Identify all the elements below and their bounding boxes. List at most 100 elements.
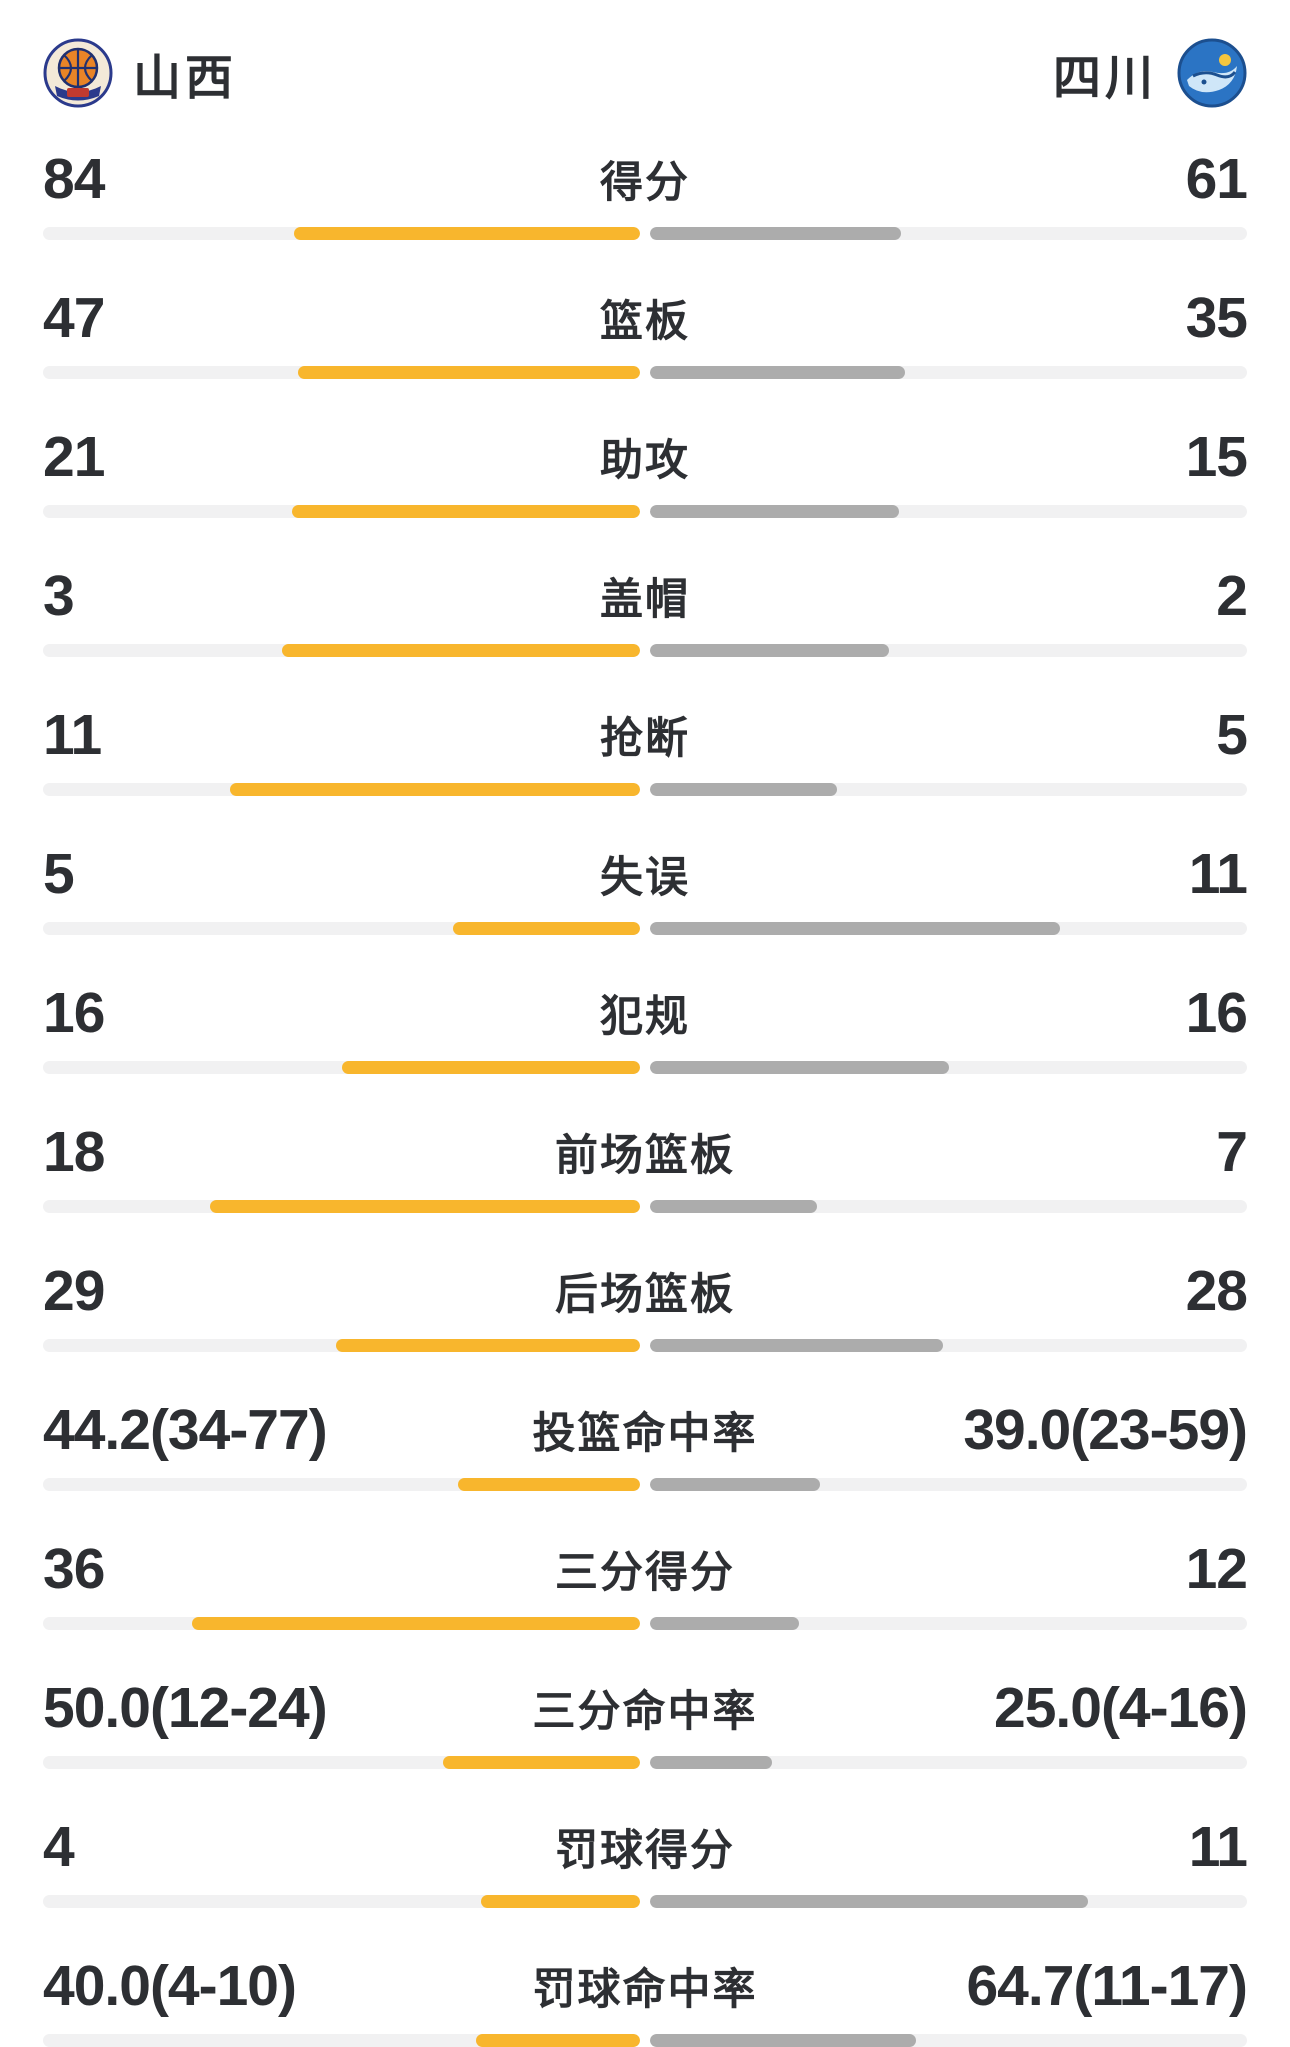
home-stat-value: 18 [43, 1120, 105, 1184]
away-bar-track [650, 2034, 1247, 2047]
home-bar-fill [475, 2034, 640, 2047]
home-bar-fill [229, 783, 640, 796]
stat-row: 40.0(4-10) 罚球命中率 64.7(11-17) [43, 1953, 1248, 2047]
stats-list: 84 得分 61 47 篮板 35 [43, 146, 1248, 2047]
away-bar-fill [650, 1339, 944, 1352]
away-bar-fill [650, 1895, 1089, 1908]
home-bar-fill [297, 366, 640, 379]
stat-values: 3 盖帽 2 [43, 563, 1248, 629]
away-bar-track [650, 1061, 1247, 1074]
away-stat-value: 28 [1185, 1259, 1248, 1323]
away-bar-track [650, 783, 1247, 796]
stat-label: 后场篮板 [555, 1271, 735, 1319]
stat-row: 18 前场篮板 7 [43, 1119, 1248, 1213]
stat-label: 助攻 [600, 437, 690, 485]
home-bar-fill [453, 922, 640, 935]
away-stat-value: 12 [1185, 1537, 1248, 1601]
away-stat-value: 64.7(11-17) [966, 1954, 1248, 2018]
away-bar-track [650, 366, 1247, 379]
home-stat-value: 3 [43, 564, 75, 628]
stat-values: 18 前场篮板 7 [43, 1119, 1248, 1185]
stat-comparison-bars [43, 1756, 1247, 1769]
stat-label: 得分 [600, 159, 690, 207]
away-bar-fill [650, 227, 902, 240]
home-bar-fill [294, 227, 640, 240]
away-bar-fill [650, 366, 905, 379]
home-bar-track [43, 922, 640, 935]
away-stat-value: 11 [1188, 842, 1248, 906]
home-stat-value: 11 [43, 703, 102, 767]
stat-label: 罚球得分 [555, 1827, 735, 1875]
away-bar-fill [650, 644, 889, 657]
away-stat-value: 15 [1185, 425, 1248, 489]
away-bar-track [650, 227, 1247, 240]
away-bar-fill [650, 1756, 773, 1769]
away-bar-fill [650, 1617, 800, 1630]
home-bar-fill [210, 1200, 640, 1213]
home-bar-track [43, 1200, 640, 1213]
away-stat-value: 2 [1216, 564, 1248, 628]
home-stat-value: 4 [43, 1815, 75, 1879]
stat-comparison-bars [43, 1617, 1247, 1630]
home-bar-fill [341, 1061, 640, 1074]
home-bar-fill [291, 505, 640, 518]
home-stat-value: 5 [43, 842, 75, 906]
home-bar-fill [336, 1339, 640, 1352]
stat-label: 前场篮板 [555, 1132, 735, 1180]
stat-label: 投篮命中率 [532, 1410, 758, 1458]
home-team-name: 山西 [133, 52, 238, 105]
home-stat-value: 50.0(12-24) [43, 1676, 328, 1740]
stat-values: 16 犯规 16 [43, 980, 1248, 1046]
stat-values: 36 三分得分 12 [43, 1536, 1248, 1602]
away-stat-value: 7 [1216, 1120, 1248, 1184]
home-bar-fill [457, 1478, 640, 1491]
away-bar-track [650, 1756, 1247, 1769]
stat-row: 4 罚球得分 11 [43, 1814, 1248, 1908]
stat-label: 三分命中率 [532, 1688, 758, 1736]
stat-comparison-bars [43, 227, 1247, 240]
home-stat-value: 44.2(34-77) [43, 1398, 328, 1462]
stat-values: 11 抢断 5 [43, 702, 1248, 768]
home-stat-value: 40.0(4-10) [43, 1954, 297, 2018]
away-stat-value: 11 [1188, 1815, 1248, 1879]
home-stat-value: 21 [43, 425, 105, 489]
stat-label: 盖帽 [600, 576, 690, 624]
home-stat-value: 47 [43, 286, 105, 350]
stat-row: 29 后场篮板 28 [43, 1258, 1248, 1352]
away-stat-value: 5 [1216, 703, 1248, 767]
away-bar-fill [650, 783, 837, 796]
away-bar-track [650, 1617, 1247, 1630]
away-stat-value: 16 [1185, 981, 1248, 1045]
away-stat-value: 61 [1185, 147, 1248, 211]
home-bar-track [43, 1339, 640, 1352]
away-team-name: 四川 [1052, 52, 1157, 105]
stat-comparison-bars [43, 2034, 1247, 2047]
stat-label: 失误 [600, 854, 690, 902]
away-bar-fill [650, 505, 899, 518]
away-bar-track [650, 1895, 1247, 1908]
stat-row: 16 犯规 16 [43, 980, 1248, 1074]
away-stat-value: 25.0(4-16) [994, 1676, 1248, 1740]
stat-comparison-bars [43, 1339, 1247, 1352]
home-bar-track [43, 1478, 640, 1491]
stat-values: 50.0(12-24) 三分命中率 25.0(4-16) [43, 1675, 1248, 1741]
away-bar-fill [650, 1061, 949, 1074]
home-bar-track [43, 1756, 640, 1769]
home-bar-track [43, 227, 640, 240]
stat-comparison-bars [43, 644, 1247, 657]
away-bar-track [650, 1478, 1247, 1491]
home-bar-track [43, 1895, 640, 1908]
home-bar-track [43, 1617, 640, 1630]
home-stat-value: 36 [43, 1537, 105, 1601]
home-bar-track [43, 2034, 640, 2047]
shanxi-team-logo [43, 38, 113, 108]
stat-values: 21 助攻 15 [43, 424, 1248, 490]
away-team: 四川 [1053, 38, 1247, 108]
away-bar-track [650, 1200, 1247, 1213]
stat-values: 29 后场篮板 28 [43, 1258, 1248, 1324]
home-bar-track [43, 366, 640, 379]
home-team: 山西 [43, 38, 237, 108]
home-bar-fill [281, 644, 640, 657]
stat-values: 40.0(4-10) 罚球命中率 64.7(11-17) [43, 1953, 1248, 2019]
